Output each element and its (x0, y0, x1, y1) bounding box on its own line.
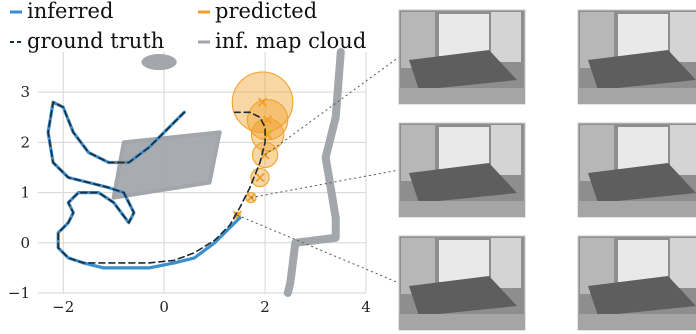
legend: inferred predicted ground truth inf. map cl… (10, 0, 366, 53)
predicted-layer (231, 71, 294, 220)
trajectory-lines (46, 100, 266, 270)
legend-label-predicted: predicted (215, 0, 317, 23)
map-cloud-rect (111, 130, 222, 200)
thumbnail-grid (398, 9, 696, 331)
connector-lines (237, 56, 400, 284)
map-cloud-layer (111, 48, 345, 297)
couch-shape (409, 50, 517, 90)
window-light (439, 14, 489, 56)
couch-shape (409, 163, 517, 203)
floor (399, 201, 525, 217)
legend-label-map: inf. map cloud (215, 29, 366, 53)
x-tick-label: 0 (159, 298, 169, 316)
predicted-point (262, 115, 273, 125)
couch-shape (409, 276, 517, 316)
x-tick-labels: −2 0 2 4 (52, 298, 371, 316)
y-tick-label: 3 (20, 83, 30, 101)
x-tick-label: −2 (52, 298, 74, 316)
thumbnail-pred-1 (577, 9, 696, 105)
map-cloud-strip (283, 48, 345, 297)
thumbnail-frame-2 (398, 122, 526, 218)
trajectory-plot: −2 0 2 4 −1 0 1 2 3 (8, 48, 371, 316)
curtain (670, 12, 696, 62)
thumbnail-pred-2 (577, 122, 696, 218)
window-light (439, 127, 489, 169)
legend-label-ground-truth: ground truth (27, 29, 164, 53)
curtain (491, 238, 521, 288)
floor (578, 88, 696, 104)
legend-label-inferred: inferred (27, 0, 113, 23)
window-light (618, 240, 668, 282)
floor (399, 88, 525, 104)
curtain (670, 238, 696, 288)
floor (399, 314, 525, 330)
curtain (670, 125, 696, 175)
thumbnail-frame-3 (398, 235, 526, 331)
y-tick-label: −1 (8, 284, 30, 302)
predicted-point (257, 97, 268, 107)
curtain (491, 125, 521, 175)
y-tick-label: 1 (20, 184, 30, 202)
window-light (439, 240, 489, 282)
y-tick-labels: −1 0 1 2 3 (8, 83, 30, 302)
connector-line (237, 214, 400, 284)
couch-shape (588, 163, 696, 203)
window-light (618, 14, 668, 56)
floor (578, 201, 696, 217)
series-ground-truth (47, 101, 266, 264)
curtain (491, 12, 521, 62)
thumbnail-pred-3 (577, 235, 696, 331)
connector-line (250, 169, 400, 199)
x-tick-label: 4 (361, 298, 371, 316)
floor (578, 314, 696, 330)
couch-shape (588, 50, 696, 90)
thumbnail-frame-1 (398, 9, 526, 105)
x-tick-label: 2 (260, 298, 270, 316)
predicted-point (255, 172, 265, 183)
window-light (618, 127, 668, 169)
couch-shape (588, 276, 696, 316)
y-tick-label: 2 (20, 133, 30, 151)
y-tick-label: 0 (20, 234, 30, 252)
map-cloud-blob (141, 53, 177, 71)
